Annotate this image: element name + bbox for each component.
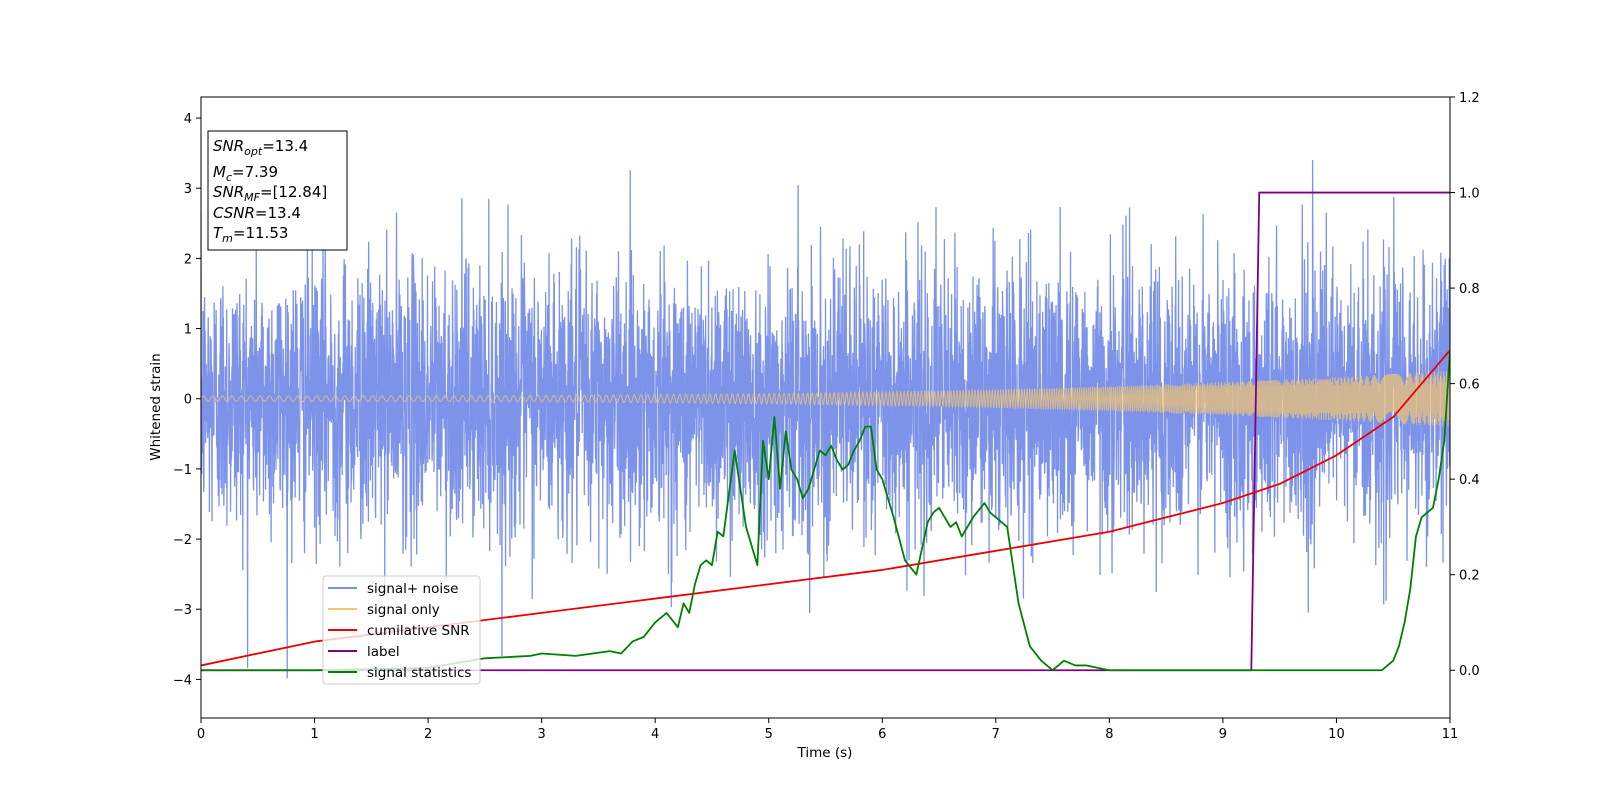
y-axis-ticks: −4 −3 −2 −1 0 1 2 3 4	[173, 112, 201, 688]
x-tick-label: 2	[424, 727, 432, 742]
legend-cumulative-snr: cumilative SNR	[328, 623, 470, 639]
y-tick-label: −2	[173, 533, 192, 548]
x-tick-label: 11	[1442, 727, 1459, 742]
info-tm: Tm=11.53	[213, 224, 288, 245]
info-mc: Mc=7.39	[213, 163, 278, 184]
legend-label-text: signal+ noise	[367, 581, 458, 597]
x-axis-label: Time (s)	[797, 745, 853, 761]
x-tick-label: 5	[765, 727, 773, 742]
y2-tick-label: 0.2	[1459, 569, 1480, 584]
legend-signal-statistics: signal statistics	[328, 665, 471, 681]
x-tick-label: 7	[992, 727, 1000, 742]
y2-tick-label: 0.4	[1459, 473, 1480, 488]
info-snr-opt: SNRopt=13.4	[213, 137, 308, 158]
series-signal-only	[201, 370, 1450, 427]
info-box: SNRopt=13.4 Mc=7.39 SNRMF=[12.84] CSNR=1…	[207, 130, 348, 251]
y-tick-label: 3	[184, 182, 192, 197]
legend-frame	[322, 575, 481, 685]
y-tick-label: −3	[173, 603, 192, 618]
x-tick-label: 3	[537, 727, 545, 742]
legend-signal-only: signal only	[328, 602, 440, 618]
legend-label-text: cumilative SNR	[367, 623, 470, 639]
y2-axis-ticks: 0.0 0.2 0.4 0.6 0.8 1.0 1.2	[1450, 91, 1480, 679]
x-axis-ticks: 0 1 2 3 4 5 6 7 8 9 10 11	[197, 718, 1458, 742]
legend: signal+ noise signal only cumilative SNR la…	[322, 575, 481, 685]
series-signal-noise	[201, 160, 1450, 679]
legend-label-text: label	[367, 644, 400, 660]
x-tick-label: 0	[197, 727, 205, 742]
x-tick-label: 6	[878, 727, 886, 742]
legend-label: label	[328, 644, 400, 660]
y2-tick-label: 0.0	[1459, 664, 1480, 679]
x-tick-label: 10	[1328, 727, 1345, 742]
info-snr-mf: SNRMF=[12.84]	[213, 183, 327, 204]
legend-signal-noise: signal+ noise	[328, 581, 458, 597]
info-csnr: CSNR=13.4	[213, 204, 301, 222]
x-tick-label: 9	[1219, 727, 1227, 742]
axes-frame	[200, 96, 1451, 719]
y2-tick-label: 0.8	[1459, 282, 1480, 297]
y-tick-label: −4	[173, 673, 192, 688]
x-tick-label: 8	[1105, 727, 1113, 742]
y-tick-label: 2	[184, 252, 192, 267]
info-box-frame	[207, 130, 348, 251]
legend-label-text: signal statistics	[367, 665, 471, 681]
y2-tick-label: 0.6	[1459, 378, 1480, 393]
y2-tick-label: 1.0	[1459, 187, 1480, 202]
series-label	[201, 191, 1450, 672]
y-tick-label: −1	[173, 463, 192, 478]
y-tick-label: 0	[184, 393, 192, 408]
series-signal-statistics	[201, 350, 1450, 672]
y-axis-label: Whitened strain	[148, 353, 164, 460]
x-tick-label: 1	[310, 727, 318, 742]
x-tick-label: 4	[651, 727, 659, 742]
legend-label-text: signal only	[367, 602, 440, 618]
y-tick-label: 4	[184, 112, 192, 127]
y-tick-label: 1	[184, 323, 192, 338]
y2-tick-label: 1.2	[1459, 91, 1480, 106]
